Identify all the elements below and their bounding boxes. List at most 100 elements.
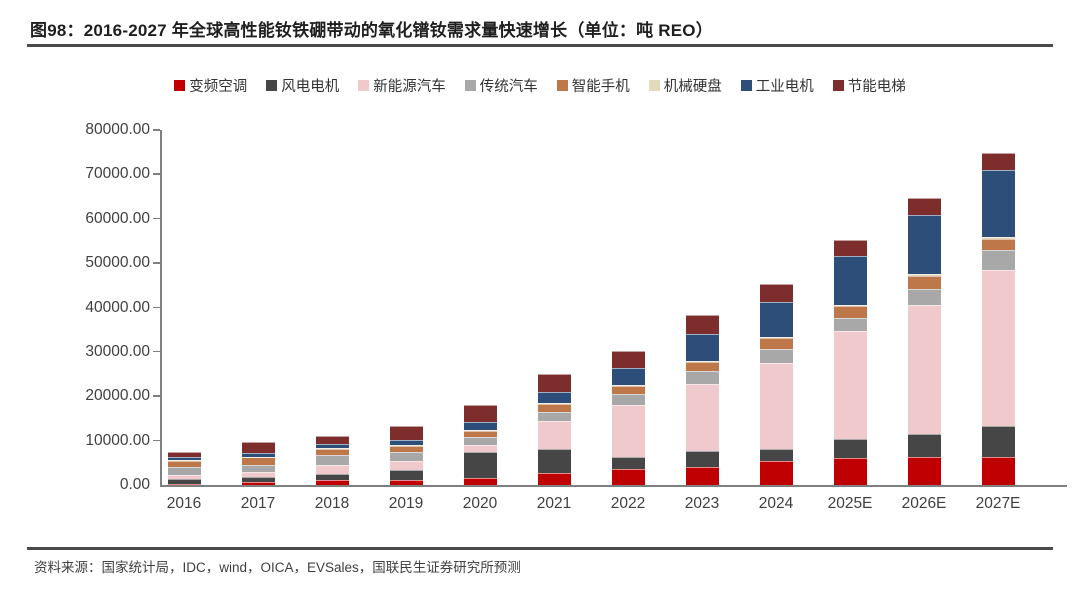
bar-segment [833,458,867,485]
y-tick-mark [153,262,160,264]
bar-segment [611,384,645,386]
source-note: 资料来源：国家统计局，IDC，wind，OICA，EVSales，国联民生证券研… [34,560,521,575]
bar-segment [463,445,497,453]
bar-segment [389,470,423,481]
legend-swatch [174,80,186,91]
plot-area [160,130,1067,487]
bar-segment [315,480,349,485]
bar-segment [167,475,201,480]
bar-segment [537,420,571,450]
bar-segment [315,455,349,466]
bar-segment [907,198,941,216]
bar-segment [463,429,497,431]
bar-segment [907,215,941,275]
y-tick-label: 50000.00 [85,254,150,272]
bar-segment [463,405,497,422]
bar-segment [315,465,349,475]
legend-item: 风电电机 [266,75,339,96]
bar-segment [537,411,571,421]
legend-label: 节能电梯 [847,79,906,95]
legend-item: 智能手机 [556,75,630,96]
bar-segment [685,360,719,362]
legend-swatch [358,80,370,91]
bar-segment [315,443,349,449]
x-tick-label: 2023 [684,495,720,512]
bar-segment [463,430,497,437]
bar-segment [241,456,275,458]
bar-segment [537,374,571,392]
y-tick-mark [153,173,160,175]
y-tick-mark [153,439,160,442]
x-tick-label: 2020 [462,495,498,512]
x-tick-label: 2019 [388,495,424,512]
bar-segment [981,238,1015,250]
y-tick-mark [153,350,160,353]
y-tick-label: 40000.00 [85,298,150,316]
bar-segment [759,284,793,302]
bar-segment [463,477,497,485]
y-tick-mark [153,217,160,220]
bar-segment [685,334,719,361]
bar-segment [907,305,941,434]
bar-segment [611,394,645,406]
bar-segment [389,439,423,446]
bar-segment [463,421,497,430]
y-tick-mark [153,306,160,308]
bar-segment [611,457,645,470]
bar-segment [241,452,275,457]
bar-segment [315,449,349,456]
bar-segment [981,170,1015,238]
bar-segment [685,315,719,335]
y-tick-mark [153,129,160,131]
legend-item: 节能电梯 [832,75,906,96]
legend-label: 智能手机 [571,79,630,95]
bar-segment [611,469,645,485]
bar-segment [167,479,201,485]
bar-segment [315,474,349,481]
bar-segment [833,438,867,459]
bar-segment [537,403,571,412]
y-tick-label: 70000.00 [85,165,150,183]
x-tick-label: 2024 [758,495,794,512]
legend-label: 传统汽车 [479,79,538,95]
bar-segment [611,350,645,369]
bar-segment [537,391,571,403]
legend-swatch [648,80,660,91]
bar-segment [241,477,275,483]
bar-segment [759,338,793,350]
bar-segment [759,449,793,462]
bar-segment [241,457,275,465]
bar-segment [685,451,719,467]
bar-segment [611,385,645,395]
bar-segment [685,383,719,452]
legend-item: 变频空调 [174,75,247,96]
bar-segment [907,275,941,290]
chart-legend: 变频空调 风电电机 新能源汽车 传统汽车 智能手机 机械硬盘 工业电机 节能电梯 [0,75,1080,96]
legend-label: 变频空调 [189,79,248,95]
bar-segment [981,249,1015,270]
bar-segment [685,361,719,371]
legend-label: 工业电机 [755,79,814,95]
bar-segment [685,466,719,485]
bar-segment [241,472,275,478]
bar-segment [833,305,867,318]
legend-label: 风电电机 [281,79,340,95]
bar-segment [833,317,867,332]
bar-segment [389,445,423,447]
y-tick-label: 60000.00 [85,209,150,227]
bar-segment [167,460,201,467]
bar-segment [241,464,275,473]
bar-segment [167,459,201,461]
bar-segment [611,405,645,458]
bar-segment [981,269,1015,426]
bar-segment [759,461,793,485]
y-tick-mark [153,395,160,397]
y-tick-label: 30000.00 [85,342,150,360]
bar-segment [833,331,867,439]
legend-label: 新能源汽车 [373,79,446,95]
bar-segment [463,436,497,446]
bar-segment [537,473,571,485]
y-tick-label: 10000.00 [85,431,150,449]
footer-divider [27,547,1053,550]
bar-segment [167,457,201,460]
